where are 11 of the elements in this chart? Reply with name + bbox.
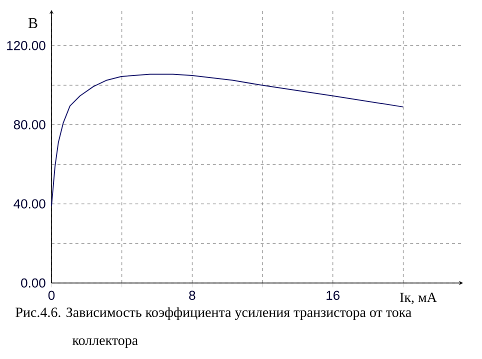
x-axis-title: Iк, мА <box>400 292 437 304</box>
line-series <box>51 74 404 206</box>
y-axis-title: В <box>28 18 38 28</box>
y-tick-label: 120.00 <box>7 41 46 50</box>
x-tick-label: 8 <box>189 290 196 300</box>
y-tick-label: 0.00 <box>21 278 46 288</box>
x-tick-label: 16 <box>326 290 340 300</box>
chart-title: Рис.4.6. Зависимость коэффициента усиления транзистора от тока коллектора <box>16 307 412 348</box>
y-tick-label: 80.00 <box>14 120 46 130</box>
y-tick-label: 40.00 <box>14 199 46 208</box>
x-tick-label: 0 <box>48 290 55 300</box>
